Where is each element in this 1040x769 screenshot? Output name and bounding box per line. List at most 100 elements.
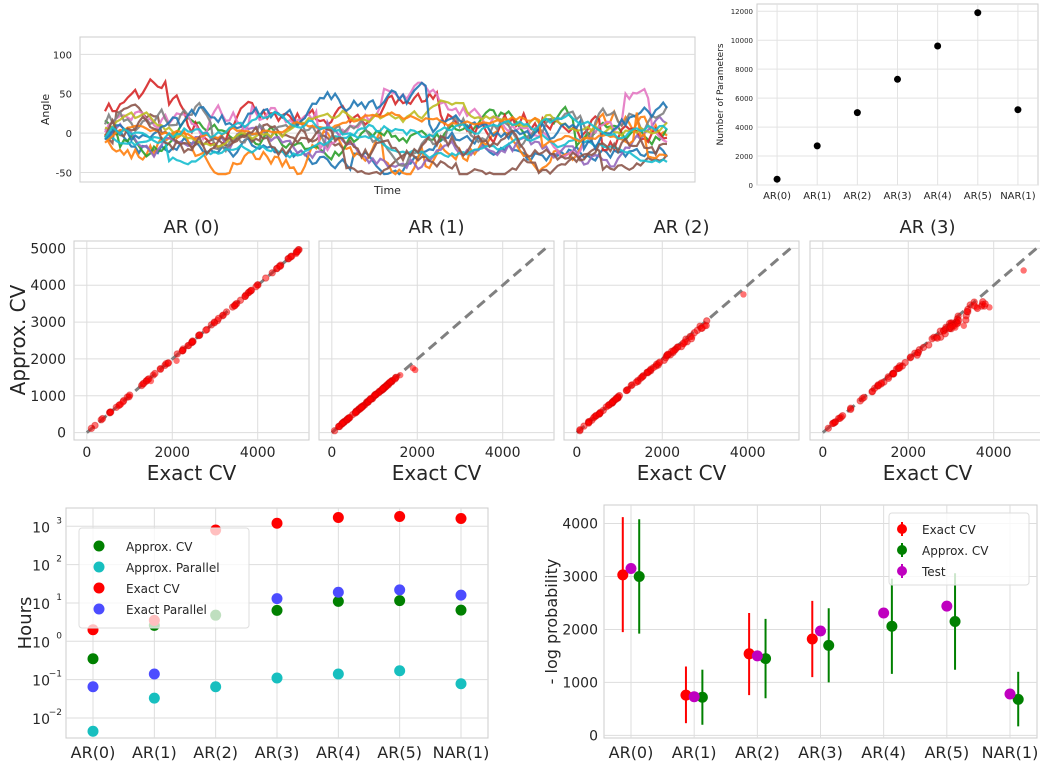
y-tick-label: 10	[32, 597, 50, 613]
cv-point	[602, 403, 610, 411]
logprob-point	[878, 607, 890, 619]
cv-point	[824, 424, 833, 432]
legend-marker	[897, 566, 907, 576]
cv-point	[151, 369, 159, 378]
cv-point	[740, 291, 747, 298]
x-tick-label: 4000	[485, 445, 521, 461]
y-tick-exponent: −2	[49, 708, 62, 718]
legend-marker	[93, 603, 105, 615]
cv-panel-3: 0 2000 4000 AR (3) Exact CV	[809, 217, 1040, 485]
logprob-point	[696, 691, 708, 703]
y-tick-label: 3000	[30, 315, 66, 331]
y-tick-exponent: 0	[56, 631, 62, 641]
x-tick-label: AR(3)	[255, 743, 300, 762]
y-tick-label: 4000	[562, 517, 598, 533]
y-tick-label: 5000	[30, 241, 66, 257]
legend: Approx. CV Approx. Parallel Exact CV Exact …	[78, 527, 250, 629]
x-tick-label: NAR(1)	[433, 743, 490, 762]
cv-point	[173, 357, 180, 364]
legend-marker	[93, 582, 105, 594]
cv-point	[874, 382, 883, 390]
cv-point	[391, 375, 399, 383]
x-tick-label: 2000	[644, 445, 680, 461]
x-tick-label: 0	[572, 445, 581, 461]
logprob-point	[633, 570, 645, 582]
cv-point	[87, 424, 96, 433]
cv-point	[638, 373, 646, 381]
cv-point	[986, 304, 993, 311]
y-axis-label: Number of Parameters	[716, 43, 726, 145]
x-axis-label: Exact CV	[883, 461, 973, 485]
y-tick-exponent: 3	[56, 516, 62, 526]
cv-point	[838, 411, 847, 420]
cv-point	[106, 408, 115, 416]
cv-point	[173, 350, 181, 358]
y-tick-label: 0	[589, 728, 598, 744]
y-tick-label: 0	[749, 182, 753, 190]
y-tick-label: 0	[57, 426, 66, 442]
cv-point	[276, 262, 285, 270]
x-tick-label: AR(4)	[861, 743, 906, 762]
cv-point	[346, 413, 354, 422]
x-axis-label: Exact CV	[637, 461, 727, 485]
cv-point	[933, 334, 942, 342]
logprob-point	[1004, 688, 1016, 700]
legend: Exact CV Approx. CV Test	[888, 512, 1030, 586]
cv-point	[178, 346, 187, 355]
cv-point	[351, 409, 360, 417]
cv-point	[1020, 267, 1027, 274]
cv-point	[954, 316, 963, 325]
cv-point	[379, 384, 387, 393]
legend-marker	[897, 545, 907, 555]
hours-point	[271, 604, 283, 616]
cv-point	[895, 364, 904, 372]
y-tick-label: 10	[32, 674, 50, 690]
cv-point	[330, 427, 339, 435]
hours-point	[148, 668, 160, 680]
x-tick-label: AR(5)	[377, 743, 422, 762]
cv-panel-1: 0 2000 4000 AR (1) Exact CV	[318, 217, 555, 485]
y-tick-label: 50	[59, 90, 72, 101]
params-panel: 0 2000 4000 6000 8000 10000 12000 AR(0) AR(1) AR(…	[716, 3, 1039, 202]
legend-box	[888, 512, 1030, 586]
panel-title: AR (2)	[653, 217, 709, 238]
x-tick-label: NAR(1)	[982, 743, 1039, 762]
legend-label: Exact CV	[922, 523, 977, 537]
cv-point	[358, 403, 366, 411]
x-tick-label: 2000	[154, 445, 190, 461]
param-point	[1014, 106, 1022, 114]
x-tick-label: AR(5)	[924, 743, 969, 762]
y-axis-label: Angle	[39, 94, 52, 126]
logprob-point	[949, 616, 961, 627]
hours-point	[271, 672, 283, 684]
hours-point	[455, 589, 467, 601]
x-tick-label: AR(2)	[735, 743, 780, 762]
x-tick-label: AR(2)	[843, 191, 871, 202]
x-tick-label: 4000	[240, 445, 276, 461]
hours-point	[394, 665, 406, 677]
x-tick-label: AR(3)	[798, 743, 843, 762]
y-tick-label: 2000	[30, 352, 66, 368]
x-tick-label: AR(2)	[193, 743, 238, 762]
y-tick-label: 10	[32, 520, 50, 536]
cv-point	[156, 365, 165, 373]
y-tick-label: 6000	[735, 95, 753, 103]
x-tick-label: AR(1)	[132, 743, 177, 762]
y-tick-label: 4000	[30, 278, 66, 294]
cv-point	[164, 359, 173, 367]
cv-panel-2: 0 2000 4000 AR (2) Exact CV	[563, 217, 800, 485]
y-tick-label: 10	[32, 635, 50, 651]
panel-title: AR (3)	[899, 217, 955, 238]
hours-point	[210, 681, 222, 693]
cv-point	[688, 333, 696, 341]
cv-point	[701, 322, 709, 329]
cv-point	[846, 405, 855, 414]
legend-marker	[93, 561, 105, 573]
cv-point	[907, 353, 915, 361]
cv-point	[396, 371, 404, 379]
timeseries-panel: -50 0 50 100 Time Angle	[39, 36, 696, 197]
legend-label: Exact Parallel	[126, 603, 207, 617]
panel-title: AR (0)	[163, 217, 219, 238]
logprob-point	[815, 625, 826, 637]
y-tick-label: 1000	[562, 675, 598, 691]
